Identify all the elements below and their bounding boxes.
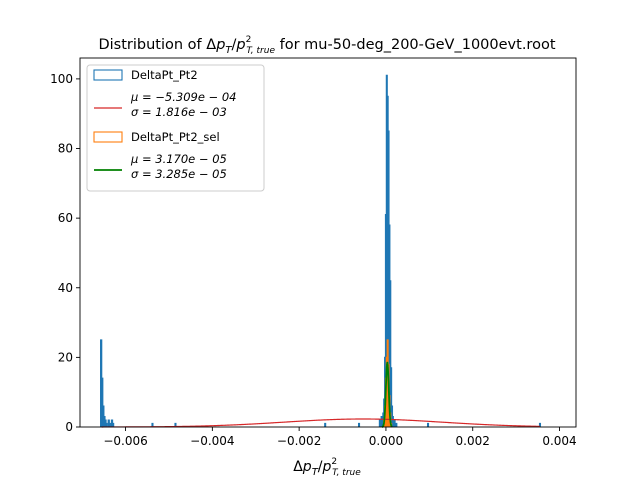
legend-box: [86, 64, 265, 192]
histogram-bin-deltapt-pt2-32: [395, 422, 398, 427]
chart-title-prefix: Distribution of: [98, 37, 206, 53]
x-tick-label: 0.000: [369, 434, 403, 448]
x-tick-label: 0.004: [542, 434, 576, 448]
legend-label: σ = 1.816e − 03: [131, 105, 227, 119]
legend-label: μ = 3.170e − 05: [130, 152, 227, 166]
histogram-bin-deltapt-pt2-27: [390, 367, 393, 427]
histogram-bin-deltapt-pt2-10: [151, 422, 154, 427]
histogram-bin-deltapt-pt2-5: [105, 422, 108, 427]
histogram-bin-deltapt-pt2-26: [389, 280, 392, 427]
histogram-bin-deltapt-pt2-31: [393, 419, 396, 427]
histogram-bin-deltapt-pt2-13: [357, 422, 361, 427]
chart-title: Distribution of ΔpT/p2 T, true for mu-50-…: [98, 35, 555, 56]
legend-entry-2: DeltaPt_Pt2_sel: [93, 130, 220, 144]
histogram-bin-deltapt-pt2-11: [174, 422, 177, 427]
legend-swatch: [93, 69, 123, 81]
x-tick-label: −0.002: [277, 434, 321, 448]
x-axis-label: ΔpT/p2 T, true: [293, 457, 361, 478]
axes: −0.006 −0.004 −0.002 0.000 0.002 0.004 0 20 40 60…: [50, 57, 577, 448]
chart-title-suffix: for mu-50-deg_200-GeV_1000evt.root: [275, 37, 556, 53]
legend-entry-1: μ = −5.309e − 04σ = 1.816e − 03: [94, 90, 236, 119]
legend-label: μ = −5.309e − 04: [130, 90, 236, 104]
legend-entry-3: μ = 3.170e − 05σ = 3.285e − 05: [94, 152, 227, 181]
histogram-bin-deltapt-pt2-12: [324, 422, 327, 427]
y-tick-label: 60: [58, 211, 73, 225]
legend: DeltaPt_Pt2 μ = −5.309e − 04σ = 1.816e − …: [86, 64, 265, 192]
histogram-bin-deltapt-pt2-7: [108, 422, 111, 427]
x-tick-label: 0.002: [456, 434, 490, 448]
plot-frame: [79, 57, 577, 428]
legend-label: DeltaPt_Pt2: [131, 68, 198, 82]
y-tick-label: 100: [50, 72, 73, 86]
legend-label: DeltaPt_Pt2_sel: [131, 130, 220, 144]
x-tick-label: −0.004: [190, 434, 234, 448]
x-tick-label: −0.006: [103, 434, 147, 448]
series-deltapt-pt2: [100, 74, 542, 427]
histogram-bin-deltapt-pt2-34: [538, 422, 542, 427]
legend-label: σ = 3.285e − 05: [131, 167, 227, 181]
fit-curve-gauss-all: [101, 418, 540, 428]
histogram-bin-deltapt-pt2-9: [111, 422, 115, 427]
y-tick-label: 20: [58, 350, 73, 364]
histogram-bin-deltapt-pt2-29: [391, 415, 394, 427]
legend-swatch: [93, 131, 123, 143]
fit-curve-gauss-sel: [381, 361, 393, 428]
y-tick-label: 0: [65, 420, 73, 434]
plot-area: [100, 74, 542, 428]
histogram-bin-deltapt-pt2-1: [101, 377, 104, 427]
histogram-bin-deltapt-pt2-33: [426, 422, 430, 427]
legend-entry-0: DeltaPt_Pt2: [93, 68, 198, 82]
y-tick-label: 40: [58, 281, 73, 295]
y-tick-label: 80: [58, 142, 73, 156]
